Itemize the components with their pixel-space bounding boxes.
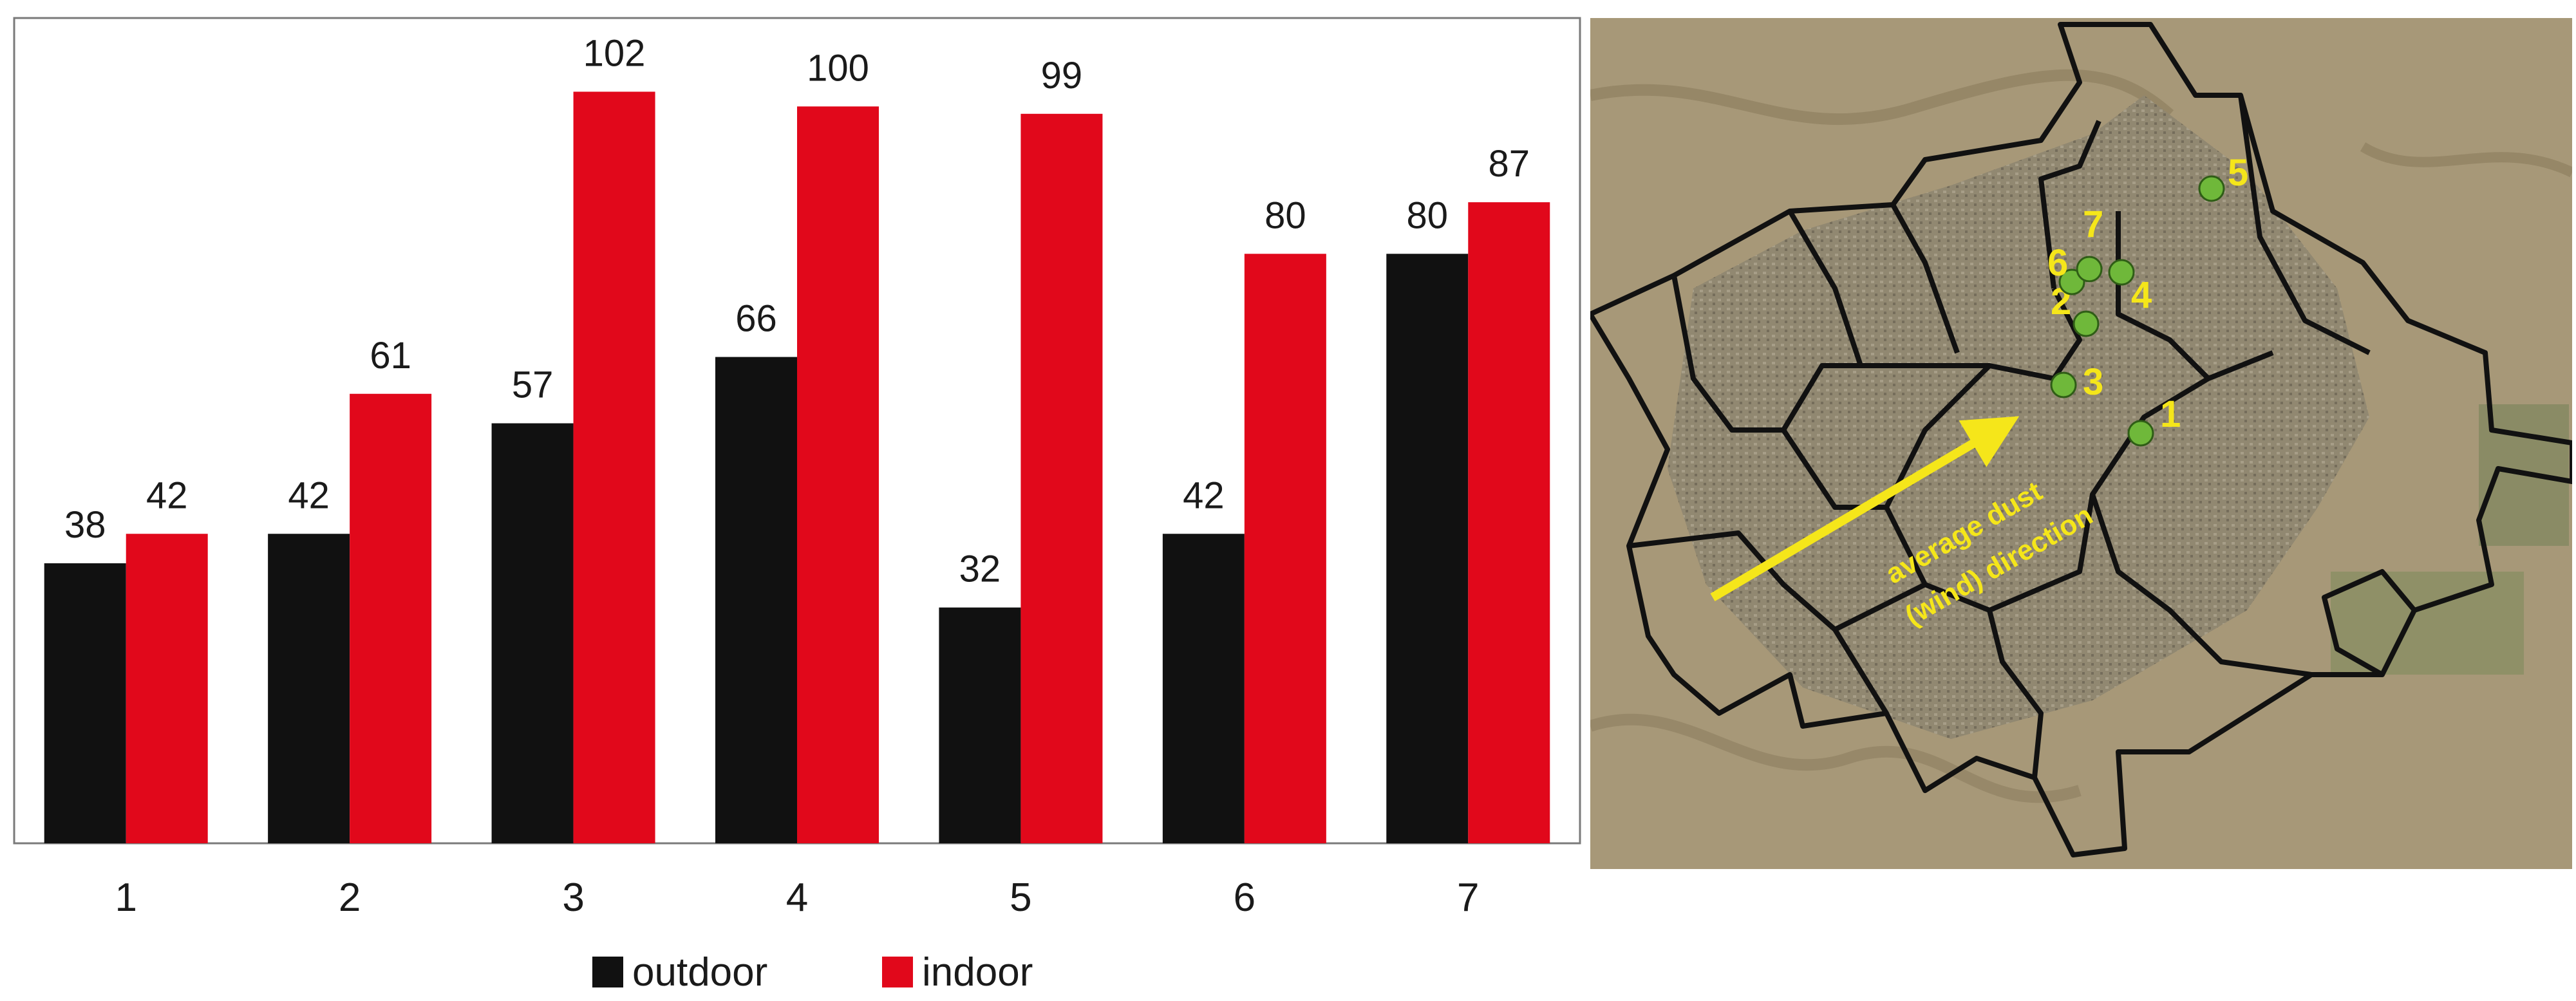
site-label-1: 1 <box>2160 393 2181 435</box>
x-tick-label-3: 3 <box>562 875 584 920</box>
site-label-7: 7 <box>2083 203 2103 245</box>
district-boundaries <box>1590 22 2572 857</box>
legend-outdoor-label: outdoor <box>632 950 768 995</box>
x-tick-label-4: 4 <box>786 875 808 920</box>
legend-indoor: indoor <box>882 943 1033 1001</box>
site-label-4: 4 <box>2131 274 2152 316</box>
bar-indoor-1 <box>126 534 208 843</box>
wind-direction-arrow <box>1710 416 2020 602</box>
x-tick-label-1: 1 <box>115 875 136 920</box>
bar-outdoor-6 <box>1162 534 1245 843</box>
bar-outdoor-2 <box>268 534 350 843</box>
bar-outdoor-5 <box>939 607 1021 843</box>
legend-outdoor-swatch <box>592 957 623 987</box>
data-label-outdoor-5: 32 <box>959 548 1001 590</box>
bar-indoor-4 <box>797 106 879 843</box>
data-label-outdoor-6: 42 <box>1183 474 1225 516</box>
data-label-outdoor-3: 57 <box>512 364 554 406</box>
legend-indoor-swatch <box>882 957 913 987</box>
site-marker-1 <box>2127 420 2154 447</box>
x-tick-label-7: 7 <box>1457 875 1479 920</box>
data-label-indoor-6: 80 <box>1264 194 1306 236</box>
site-label-6: 6 <box>2047 242 2068 284</box>
data-label-outdoor-4: 66 <box>735 298 777 340</box>
data-label-indoor-4: 100 <box>807 47 869 89</box>
site-label-5: 5 <box>2228 152 2248 194</box>
data-label-indoor-2: 61 <box>370 335 411 377</box>
bar-indoor-2 <box>350 393 432 843</box>
data-label-outdoor-1: 38 <box>64 504 106 546</box>
bar-chart: 38 42 42 61 57 102 66 100 32 99 42 80 80 87 1 2 3 4 5 6 7 <box>13 17 1581 920</box>
legend-indoor-label: indoor <box>922 950 1033 995</box>
bar-indoor-7 <box>1468 202 1550 843</box>
site-marker-4 <box>2108 259 2135 286</box>
data-label-outdoor-2: 42 <box>288 474 330 516</box>
x-tick-label-6: 6 <box>1234 875 1255 920</box>
terrain-ridge <box>1590 69 2174 126</box>
x-tick-label-2: 2 <box>339 875 361 920</box>
x-tick-label-5: 5 <box>1010 875 1031 920</box>
terrain-ridge <box>1590 713 2082 803</box>
terrain-ridge <box>2360 142 2572 178</box>
data-label-indoor-7: 87 <box>1489 143 1530 185</box>
data-label-indoor-5: 99 <box>1041 55 1083 97</box>
bar-indoor-6 <box>1244 254 1326 843</box>
site-marker-2 <box>2073 310 2100 337</box>
bar-outdoor-1 <box>44 563 126 843</box>
site-label-3: 3 <box>2083 361 2103 403</box>
data-label-indoor-1: 42 <box>146 474 188 516</box>
site-marker-5 <box>2198 175 2225 202</box>
data-label-indoor-3: 102 <box>583 32 646 74</box>
site-marker-7 <box>2076 256 2103 283</box>
site-marker-3 <box>2050 371 2077 398</box>
data-label-outdoor-7: 80 <box>1407 194 1449 236</box>
bar-indoor-5 <box>1020 113 1103 843</box>
bar-indoor-3 <box>573 91 655 844</box>
bar-outdoor-7 <box>1386 254 1469 843</box>
legend-outdoor: outdoor <box>592 943 767 1001</box>
bar-outdoor-3 <box>491 423 574 843</box>
bar-outdoor-4 <box>715 357 797 843</box>
farmland-patch <box>2331 572 2524 675</box>
